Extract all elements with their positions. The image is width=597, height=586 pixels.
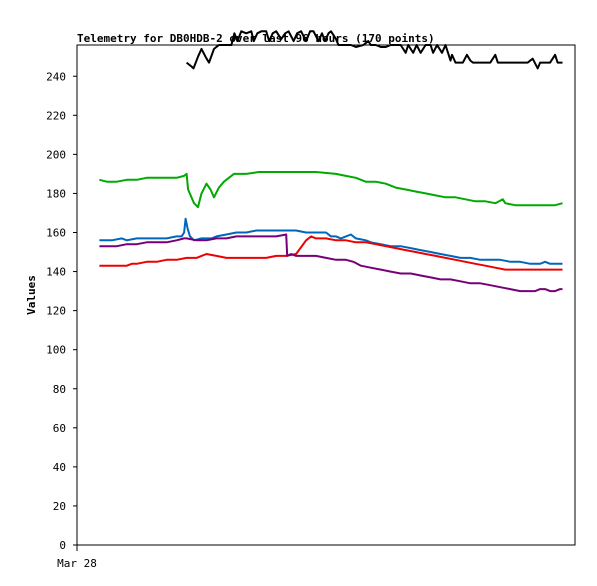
y-tick-label: 40	[53, 461, 66, 474]
y-tick-label: 120	[46, 305, 66, 318]
series-line-3	[99, 235, 563, 271]
series-line-2	[99, 217, 563, 265]
y-tick-label: 180	[46, 187, 66, 200]
y-tick-label: 60	[53, 422, 66, 435]
x-axis-ticks: Mar 28	[57, 545, 97, 570]
y-tick-label: 140	[46, 266, 66, 279]
series-layer	[99, 30, 563, 293]
chart-title: Telemetry for DB0HDB-2 over last 96 hour…	[77, 32, 435, 45]
y-tick-label: 80	[53, 383, 66, 396]
y-tick-label: 100	[46, 344, 66, 357]
y-axis-label: Values	[25, 275, 38, 315]
plot-frame	[76, 44, 576, 546]
y-tick-label: 0	[59, 539, 66, 552]
y-tick-label: 20	[53, 500, 66, 513]
y-tick-label: 200	[46, 148, 66, 161]
y-tick-label: 220	[46, 109, 66, 122]
series-line-1	[99, 171, 563, 209]
y-tick-label: 160	[46, 227, 66, 240]
y-tick-label: 240	[46, 70, 66, 83]
y-axis-ticks: 0 20 40 60 80 100 120 140 160 180 200 220 240	[46, 70, 77, 552]
series-line-4	[99, 233, 563, 293]
x-tick-label: Mar 28	[57, 557, 97, 570]
series-line-5	[185, 30, 563, 70]
